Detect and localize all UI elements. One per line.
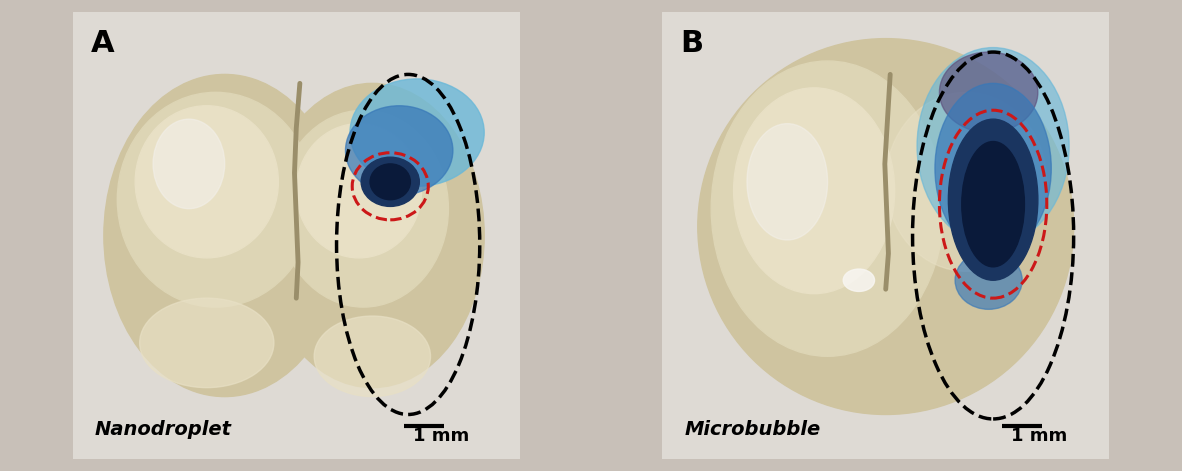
Ellipse shape	[350, 79, 485, 186]
Ellipse shape	[734, 88, 895, 294]
Ellipse shape	[117, 92, 314, 307]
Ellipse shape	[260, 83, 485, 388]
Ellipse shape	[843, 269, 875, 292]
Ellipse shape	[139, 298, 274, 388]
Text: A: A	[91, 29, 115, 58]
Text: 1 mm: 1 mm	[413, 427, 469, 445]
Ellipse shape	[948, 119, 1038, 280]
Text: Nanodroplet: Nanodroplet	[95, 420, 232, 439]
Text: 1 mm: 1 mm	[1011, 427, 1067, 445]
Ellipse shape	[697, 39, 1073, 414]
Ellipse shape	[279, 110, 448, 307]
Ellipse shape	[935, 83, 1051, 253]
Ellipse shape	[940, 52, 1038, 133]
Ellipse shape	[104, 74, 345, 397]
Ellipse shape	[297, 123, 422, 258]
Ellipse shape	[362, 157, 420, 206]
Ellipse shape	[314, 316, 430, 397]
Ellipse shape	[962, 142, 1025, 267]
Ellipse shape	[154, 119, 225, 209]
Ellipse shape	[135, 106, 279, 258]
Text: B: B	[680, 29, 703, 58]
Text: Microbubble: Microbubble	[684, 420, 820, 439]
Ellipse shape	[370, 164, 410, 200]
Ellipse shape	[345, 106, 453, 195]
Ellipse shape	[747, 123, 827, 240]
Ellipse shape	[955, 251, 1022, 309]
Ellipse shape	[917, 48, 1070, 244]
Ellipse shape	[712, 61, 944, 357]
Ellipse shape	[885, 92, 1047, 271]
